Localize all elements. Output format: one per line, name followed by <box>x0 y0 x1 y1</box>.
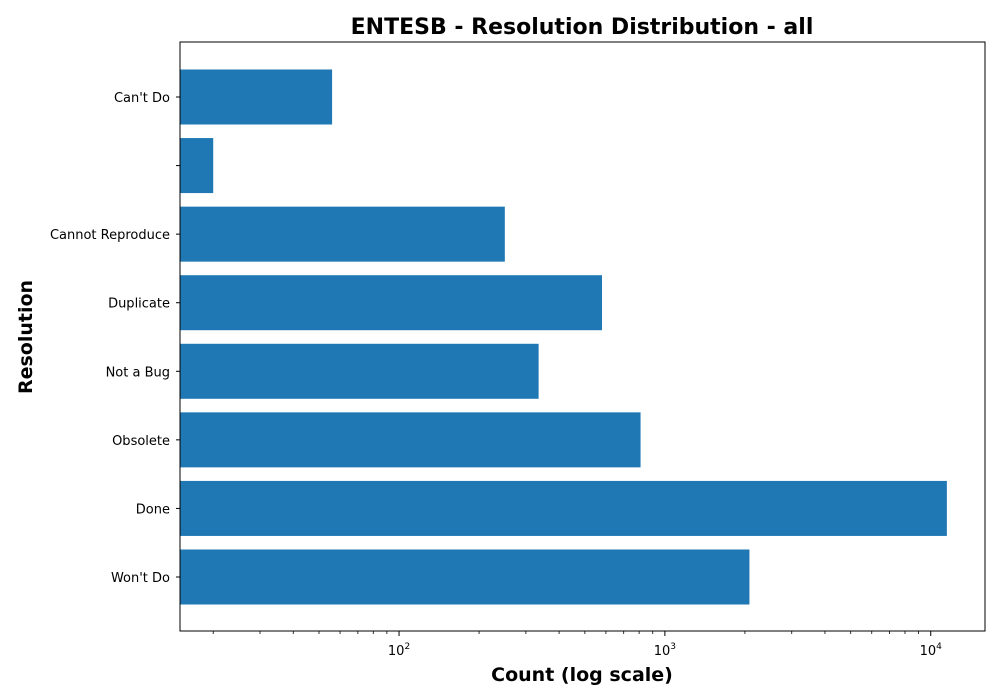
y-axis-label: Resolution <box>15 280 37 394</box>
bar-can-t-do <box>180 69 333 125</box>
x-ticks-layer: 102 103 104 <box>212 631 943 659</box>
x-tick-label: 103 <box>654 642 676 659</box>
bar-cannot-reproduce <box>180 206 505 262</box>
bar-won-t-do <box>180 549 750 605</box>
y-tick-label: Won't Do <box>111 571 170 586</box>
bar-done <box>180 480 947 536</box>
y-tick-label: Done <box>136 502 170 517</box>
bar-duplicate <box>180 275 602 331</box>
bar-obsolete <box>180 412 641 468</box>
y-tick-label: Cannot Reproduce <box>50 228 170 243</box>
bar-blank <box>180 138 214 194</box>
y-tick-label: Can't Do <box>114 91 170 106</box>
y-tick-label: Duplicate <box>108 297 170 312</box>
x-tick-label: 104 <box>920 642 943 659</box>
y-tick-label: Not a Bug <box>106 365 170 380</box>
plot-frame <box>179 41 986 632</box>
bar-not-a-bug <box>180 343 539 399</box>
chart-title: ENTESB - Resolution Distribution - all <box>351 15 814 40</box>
bars-layer <box>180 69 947 605</box>
x-tick-label: 102 <box>388 642 410 659</box>
x-axis-label: Count (log scale) <box>491 664 673 686</box>
y-ticks-layer: Won't Do Done Obsolete Not a Bug Duplicate Ca… <box>50 91 180 586</box>
y-tick-label: Obsolete <box>112 434 170 449</box>
